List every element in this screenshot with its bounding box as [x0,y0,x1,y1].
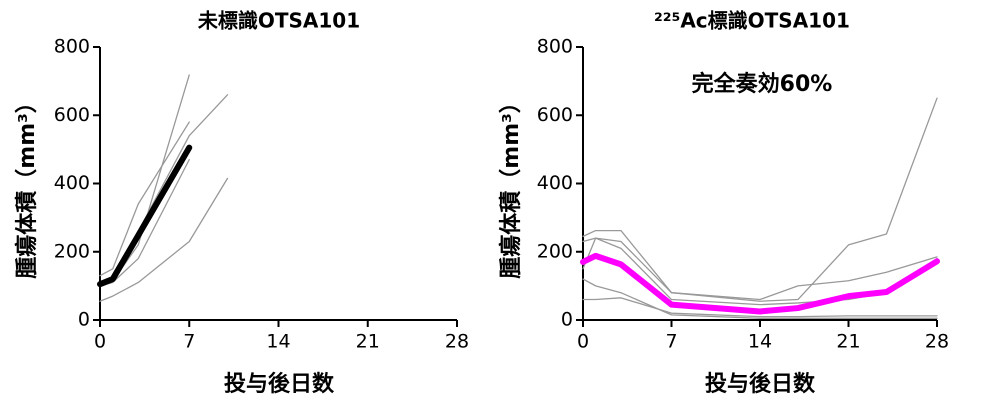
individual-line [582,97,938,302]
individual-line [582,278,938,319]
y-tick-label: 600 [537,104,573,126]
individual-line [582,297,938,318]
y-tick-label: 600 [54,104,90,126]
individual-line [99,121,190,277]
y-tick-label: 0 [78,309,90,331]
individual-line [582,237,938,301]
y-tick-label: 200 [54,240,90,262]
x-tick-label: 0 [94,331,106,353]
annotation: 完全奏効60% [692,71,833,97]
mean-line [97,144,193,288]
y-tick-label: 400 [537,172,573,194]
x-tick-label: 14 [748,331,772,353]
x-tick-label: 0 [577,331,589,353]
y-tick-label: 400 [54,172,90,194]
x-tick-label: 7 [665,331,677,353]
x-tick-label: 7 [183,331,195,353]
x-axis-label: 投与後日数 [224,371,335,397]
mean-line [580,252,940,315]
chart-title: 未標識OTSA101 [198,9,360,33]
y-tick-label: 800 [537,36,573,58]
y-axis-label: 腫瘍体積（mm³） [498,91,524,278]
y-tick-label: 200 [537,240,573,262]
individual-line [99,74,190,287]
chart-title: ²²⁵Ac標識OTSA101 [654,9,850,33]
individual-line [99,177,229,302]
x-tick-label: 21 [836,331,860,353]
x-tick-label: 21 [356,331,380,353]
x-tick-label: 14 [266,331,290,353]
y-tick-label: 0 [561,309,573,331]
x-tick-label: 28 [925,331,949,353]
y-axis-label: 腫瘍体積（mm³） [14,91,40,278]
x-tick-label: 28 [445,331,469,353]
y-tick-label: 800 [54,36,90,58]
x-axis-label: 投与後日数 [705,371,816,397]
